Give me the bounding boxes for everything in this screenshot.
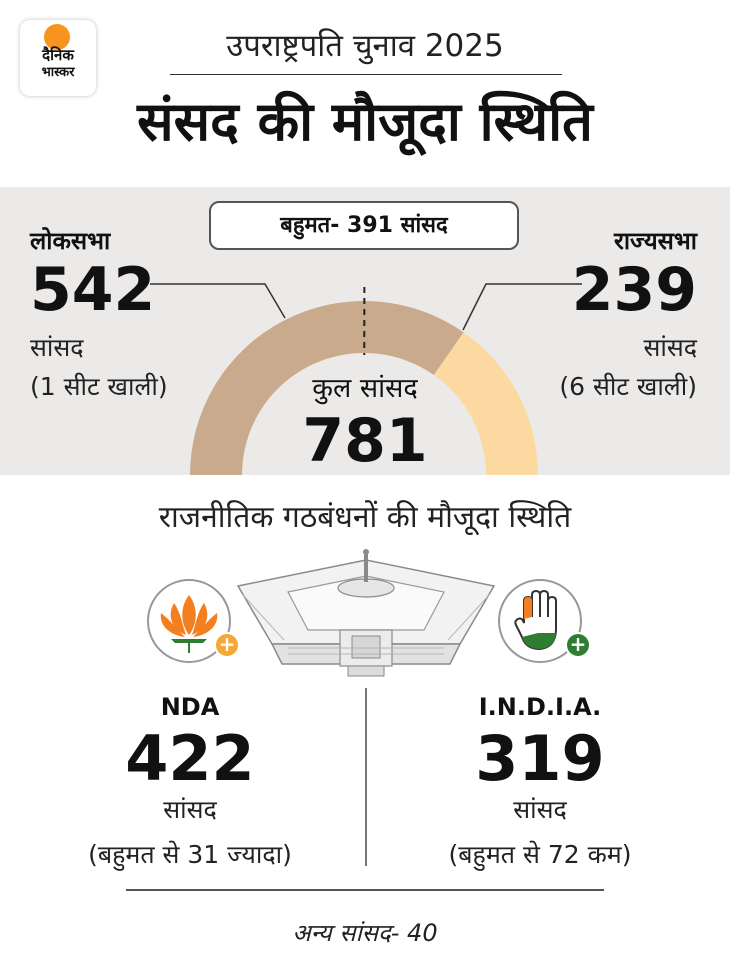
dainik-bhaskar-logo: दैनिक भास्कर	[20, 20, 96, 96]
nda-label: NDA	[160, 693, 220, 721]
rajya-sabha-vacancy: (6 सीट खाली)	[559, 372, 697, 401]
parliament-building-illustration	[236, 549, 496, 677]
total-label: कुल सांसद	[312, 373, 418, 404]
nda-unit: सांसद	[163, 795, 217, 824]
rajya-sabha-unit: सांसद	[643, 333, 697, 362]
logo-text-line2: भास्कर	[41, 65, 75, 80]
nda-majority-note: (बहुमत से 31 ज्यादा)	[88, 840, 292, 869]
lok-sabha-vacancy: (1 सीट खाली)	[30, 372, 168, 401]
nda-plus-icon: +	[216, 634, 238, 656]
lok-sabha-label: लोकसभा	[30, 227, 111, 255]
footer-rule	[126, 889, 604, 891]
total-count: 781	[302, 406, 428, 476]
rajya-sabha-label: राज्यसभा	[614, 227, 697, 255]
kicker: उपराष्ट्रपति चुनाव 2025	[226, 28, 504, 64]
majority-badge: बहुमत- 391 सांसद	[209, 201, 519, 250]
sun-icon	[44, 24, 70, 50]
lok-sabha-count: 542	[30, 255, 156, 325]
nda-count: 422	[125, 722, 255, 795]
india-count: 319	[475, 722, 605, 795]
alliance-divider	[365, 688, 367, 866]
india-unit: सांसद	[513, 795, 567, 824]
headline: संसद की मौजूदा स्थिति	[137, 90, 593, 153]
alliances-section-title: राजनीतिक गठबंधनों की मौजूदा स्थिति	[158, 500, 572, 535]
india-majority-note: (बहुमत से 72 कम)	[448, 840, 632, 869]
hand-icon	[514, 589, 557, 651]
lotus-icon	[160, 595, 218, 653]
india-label: I.N.D.I.A.	[478, 693, 602, 721]
lok-sabha-unit: सांसद	[30, 333, 84, 362]
kicker-rule	[170, 74, 562, 75]
others-count: अन्य सांसद- 40	[292, 919, 438, 947]
india-plus-icon: +	[567, 634, 589, 656]
rajya-sabha-count: 239	[571, 255, 697, 325]
logo-text-line1: दैनिक	[42, 46, 74, 64]
